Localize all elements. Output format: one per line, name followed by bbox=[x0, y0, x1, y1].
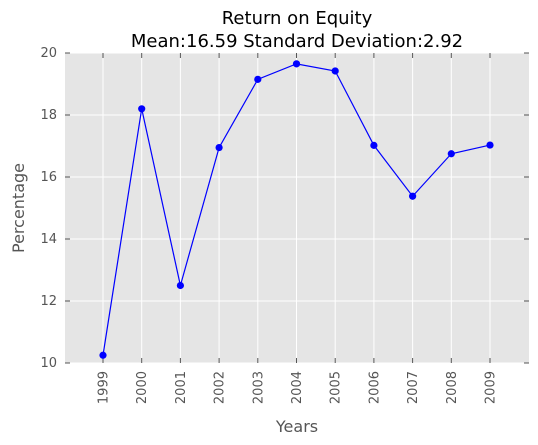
data-point bbox=[447, 150, 455, 158]
x-tick-label: 2005 bbox=[329, 371, 344, 404]
data-point bbox=[409, 192, 417, 200]
y-tick-label: 20 bbox=[40, 46, 57, 61]
data-point bbox=[176, 281, 184, 290]
axis-ticks: 10 12 14 16 18 20 1999 2000 2001 2002 2003 2004 2005… bbox=[40, 46, 529, 404]
data-point bbox=[99, 351, 107, 359]
x-tick-label: 2009 bbox=[484, 371, 499, 404]
x-tick-label: 2008 bbox=[445, 371, 460, 404]
data-point bbox=[292, 60, 301, 68]
x-tick-label: 2007 bbox=[406, 371, 421, 404]
chart-title: Return on Equity bbox=[222, 8, 373, 29]
x-tick-label: 2000 bbox=[135, 371, 150, 404]
y-axis-label: Percentage bbox=[9, 163, 28, 253]
y-tick-label: 10 bbox=[40, 356, 57, 371]
data-series bbox=[99, 60, 494, 359]
x-tick-label: 2006 bbox=[367, 371, 382, 404]
x-tick-label: 1999 bbox=[97, 371, 112, 404]
y-tick-label: 16 bbox=[40, 170, 57, 185]
data-point bbox=[331, 67, 339, 75]
data-point bbox=[215, 143, 223, 152]
y-tick-label: 14 bbox=[40, 232, 57, 247]
data-point bbox=[370, 141, 378, 149]
chart-subtitle: Mean:16.59 Standard Deviation:2.92 bbox=[131, 31, 463, 52]
x-tick-label: 2002 bbox=[213, 371, 228, 404]
x-tick-label: 2004 bbox=[290, 371, 305, 404]
x-tick-label: 2003 bbox=[251, 371, 266, 404]
y-tick-label: 12 bbox=[40, 294, 57, 309]
gridlines bbox=[65, 52, 529, 364]
data-point bbox=[138, 105, 146, 113]
y-tick-label: 18 bbox=[40, 108, 57, 123]
x-axis-label: Years bbox=[275, 417, 318, 436]
data-point bbox=[254, 75, 262, 83]
data-point bbox=[486, 141, 494, 149]
x-tick-label: 2001 bbox=[174, 371, 189, 404]
